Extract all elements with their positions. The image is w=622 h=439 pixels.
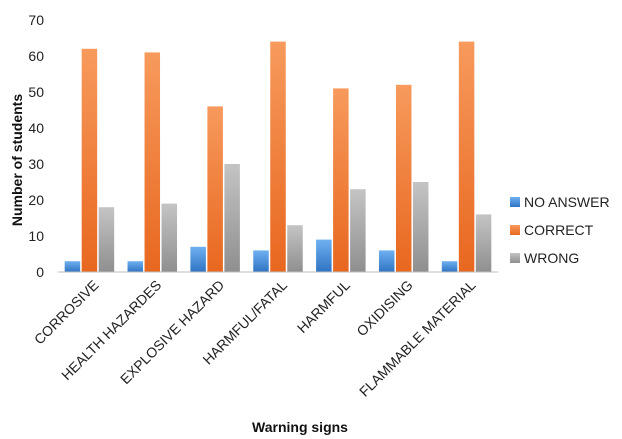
x-category-label: FLAMMABLE MATERIAL	[356, 277, 479, 400]
y-tick-label: 20	[28, 192, 44, 208]
bar-wrong-6	[412, 182, 429, 272]
y-tick-label: 70	[28, 12, 44, 28]
bar-correct-6	[395, 84, 412, 272]
bar-no-answer-2	[127, 261, 144, 272]
bar-correct-1	[81, 48, 98, 272]
bar-correct-2	[144, 52, 161, 273]
bar-no-answer-5	[316, 239, 332, 272]
y-tick-label: 10	[28, 228, 44, 244]
legend-swatch	[510, 253, 520, 263]
x-category-label: HARMFUL	[294, 277, 353, 336]
y-tick-label: 60	[28, 48, 44, 64]
bar-wrong-1	[98, 207, 115, 272]
y-axis-title: Number of students	[9, 94, 25, 226]
y-tick-label: 30	[28, 156, 44, 172]
bar-no-answer-4	[253, 250, 269, 272]
y-tick-label: 40	[28, 120, 44, 136]
x-category-label: OXIDISING	[353, 277, 415, 339]
bar-no-answer-3	[190, 246, 206, 272]
bar-no-answer-6	[378, 250, 395, 272]
bar-wrong-4	[287, 225, 303, 272]
legend-swatch	[510, 225, 520, 235]
bar-no-answer-7	[441, 261, 458, 272]
bar-wrong-5	[350, 189, 366, 272]
x-category-label: EXPLOSIVE HAZARD	[117, 277, 227, 387]
legend-label: CORRECT	[524, 222, 594, 238]
y-tick-label: 50	[28, 84, 44, 100]
bar-wrong-7	[475, 214, 492, 272]
bar-correct-3	[207, 106, 223, 273]
legend-swatch	[510, 197, 520, 207]
legend-label: NO ANSWER	[524, 194, 610, 210]
bar-correct-7	[458, 41, 475, 272]
bar-wrong-2	[161, 203, 178, 272]
y-axis-ticks: 0 10 20 30 40 50 60 70	[28, 12, 44, 280]
bar-correct-4	[270, 41, 286, 272]
legend-label: WRONG	[524, 250, 579, 266]
x-category-label: CORROSIVE	[31, 277, 102, 348]
bar-correct-5	[333, 88, 349, 273]
bar-wrong-3	[224, 164, 240, 272]
bar-no-answer-1	[64, 261, 81, 272]
bars	[64, 41, 492, 273]
legend: NO ANSWER CORRECT WRONG	[510, 194, 610, 266]
y-tick-label: 0	[36, 264, 44, 280]
x-axis-title: Warning signs	[252, 419, 348, 435]
